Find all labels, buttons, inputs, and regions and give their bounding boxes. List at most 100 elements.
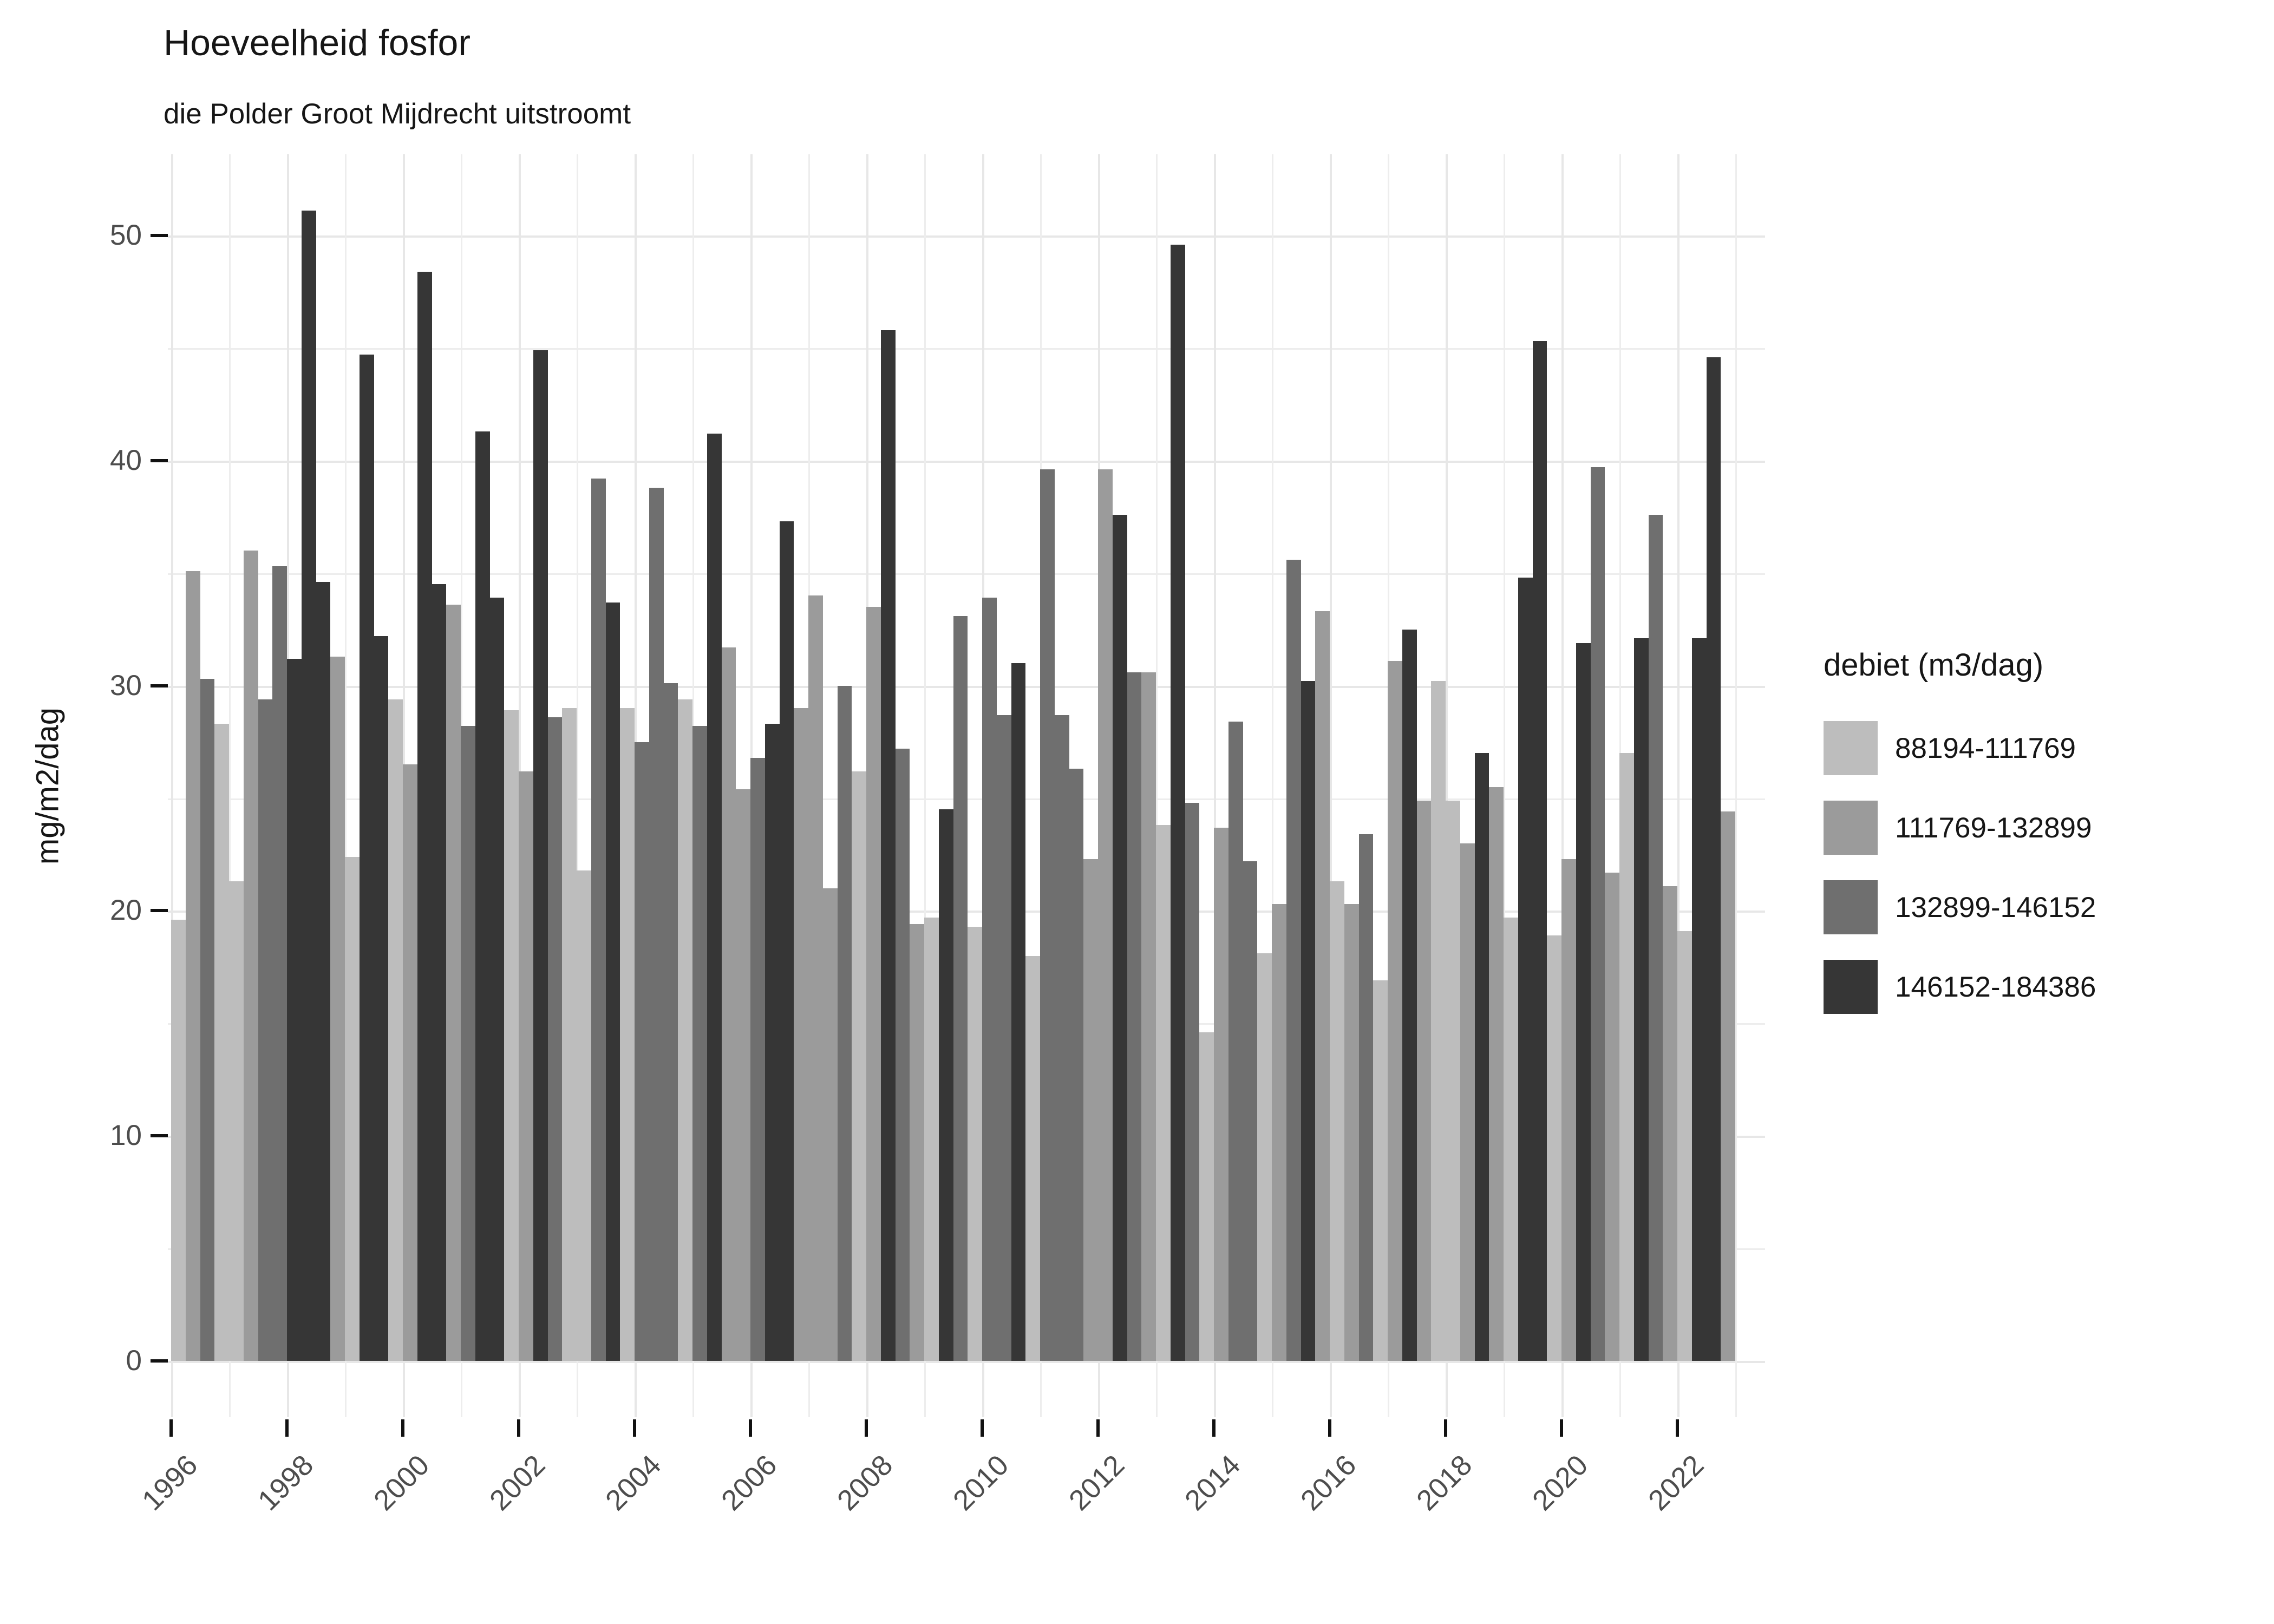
bar: [1315, 611, 1330, 1361]
legend-swatch: [1824, 960, 1878, 1014]
bar: [1272, 903, 1286, 1361]
bar: [1619, 753, 1634, 1361]
x-tick-label: 2002: [483, 1449, 552, 1517]
legend-item: 146152-184386: [1824, 960, 2096, 1014]
bar: [1330, 881, 1344, 1361]
bar: [388, 699, 403, 1361]
bar: [620, 708, 635, 1361]
bar: [403, 764, 417, 1361]
y-tick-label: 0: [126, 1345, 142, 1377]
gridline-x: [345, 154, 347, 1417]
bar: [504, 710, 519, 1361]
bar: [533, 350, 548, 1361]
bar: [1373, 980, 1388, 1361]
bar: [996, 715, 1011, 1361]
bar: [1402, 629, 1417, 1361]
x-tick-mark: [865, 1419, 868, 1437]
bar: [866, 607, 881, 1361]
x-tick-label: 2010: [947, 1449, 1015, 1517]
y-tick-label: 20: [110, 894, 142, 927]
bar: [1040, 469, 1055, 1361]
bar: [1054, 715, 1069, 1361]
gridline-y: [168, 348, 1765, 350]
x-tick-label: 2020: [1526, 1449, 1595, 1517]
gridline-x: [1446, 154, 1448, 1417]
bar: [475, 431, 490, 1361]
legend-label: 132899-146152: [1895, 891, 2096, 924]
bar: [1532, 341, 1547, 1361]
plot-panel: [168, 154, 1765, 1417]
x-tick-label: 2016: [1295, 1449, 1363, 1517]
bar: [243, 551, 258, 1361]
bar: [779, 521, 794, 1361]
bar: [1561, 859, 1576, 1361]
x-tick-label: 1996: [136, 1449, 204, 1517]
bar: [982, 598, 997, 1361]
y-tick-label: 40: [110, 444, 142, 476]
x-tick-mark: [1212, 1419, 1216, 1437]
bar: [1185, 802, 1200, 1361]
bar: [1170, 244, 1185, 1361]
x-tick-label: 2004: [599, 1449, 668, 1517]
x-tick-mark: [1676, 1419, 1679, 1437]
bar: [880, 330, 896, 1361]
x-tick-mark: [169, 1419, 173, 1437]
x-tick-label: 2000: [368, 1449, 436, 1517]
x-tick-label: 2012: [1063, 1449, 1131, 1517]
y-tick-mark: [151, 684, 168, 687]
x-tick-mark: [1444, 1419, 1447, 1437]
gridline-x: [1156, 154, 1158, 1417]
legend-rows: 88194-111769 111769-132899 132899-146152 14…: [1824, 721, 2096, 1014]
legend-item: 111769-132899: [1824, 801, 2096, 855]
bar: [272, 566, 287, 1361]
bar: [446, 604, 461, 1361]
bar: [1358, 834, 1374, 1361]
x-tick-label: 2008: [831, 1449, 899, 1517]
bar: [1257, 953, 1272, 1361]
bar: [1127, 672, 1142, 1361]
gridline-x: [1677, 154, 1680, 1417]
bar: [1721, 811, 1735, 1361]
y-tick-label: 10: [110, 1119, 142, 1152]
bar: [721, 647, 736, 1361]
bar: [489, 598, 505, 1361]
bar: [1199, 1032, 1214, 1361]
bar: [330, 656, 345, 1361]
bar: [707, 433, 722, 1361]
bar: [1141, 672, 1156, 1361]
bar: [1431, 681, 1446, 1361]
gridline-y: [168, 1361, 1765, 1363]
gridline-x: [1561, 154, 1564, 1417]
legend: debiet (m3/dag) 88194-111769 111769-13289…: [1824, 647, 2096, 1039]
bar: [200, 679, 215, 1361]
bar: [1706, 357, 1721, 1361]
gridline-x: [1272, 154, 1273, 1417]
bar: [764, 724, 780, 1361]
bar: [924, 917, 939, 1361]
y-tick-label: 50: [110, 219, 142, 251]
gridline-y: [168, 460, 1765, 463]
bar: [1474, 753, 1489, 1361]
x-tick-label: 2022: [1642, 1449, 1710, 1517]
x-tick-label: 2018: [1410, 1449, 1479, 1517]
bar: [1098, 469, 1113, 1361]
legend-swatch: [1824, 801, 1878, 855]
bar: [258, 699, 273, 1361]
bar: [1633, 638, 1649, 1361]
bar: [1025, 955, 1040, 1361]
bar: [852, 771, 866, 1361]
bar: [214, 724, 229, 1361]
bar: [374, 636, 389, 1361]
bar: [519, 771, 533, 1361]
gridline-x: [229, 154, 231, 1417]
bar: [577, 870, 591, 1361]
y-tick-mark: [151, 1134, 168, 1138]
legend-label: 88194-111769: [1895, 732, 2076, 764]
bar: [1156, 825, 1171, 1361]
bar: [1677, 931, 1692, 1361]
bar: [316, 582, 331, 1361]
bar: [1214, 827, 1229, 1361]
bar: [229, 881, 244, 1361]
x-tick-mark: [1328, 1419, 1331, 1437]
legend-label: 111769-132899: [1895, 811, 2092, 844]
